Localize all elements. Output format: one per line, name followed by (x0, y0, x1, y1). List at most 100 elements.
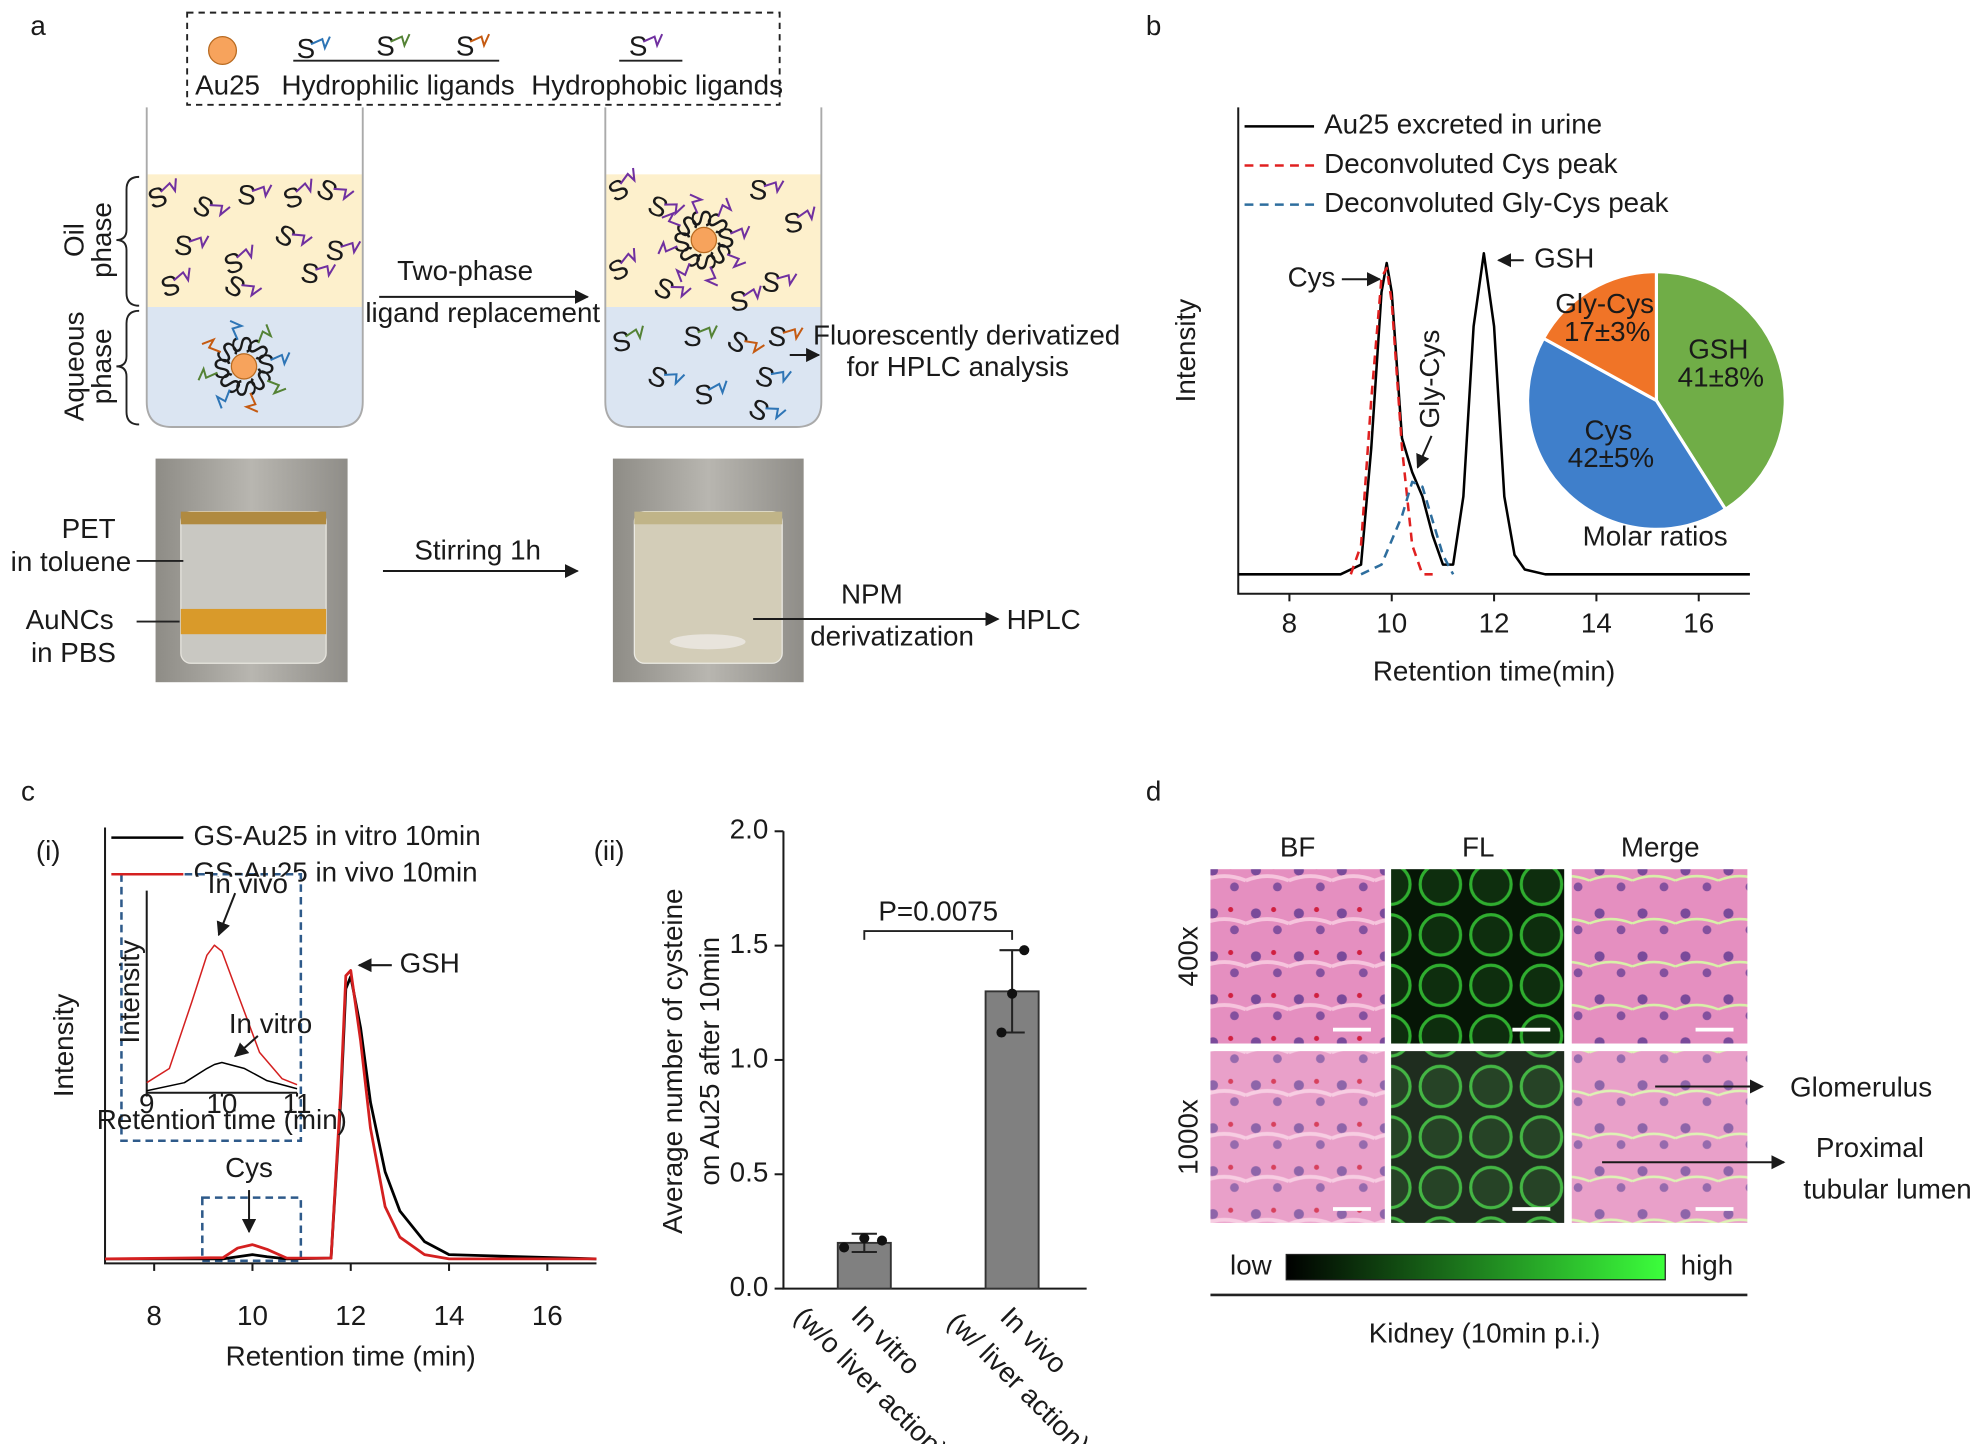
label: Kidney (10min p.i.) (1369, 1318, 1601, 1349)
ligand: S (610, 325, 644, 359)
ligand: S (236, 179, 273, 211)
ligand-chain (642, 33, 664, 49)
brace (116, 309, 140, 426)
ligand-chain (796, 206, 816, 222)
x-tick-label: 10 (237, 1300, 268, 1331)
au25-core (690, 226, 718, 254)
brace (116, 175, 140, 307)
data-point (1019, 945, 1030, 956)
y-axis-label: on Au25 after 10min (694, 937, 725, 1186)
ligand-chain (782, 327, 804, 342)
ligand-symbol: S (173, 229, 194, 261)
ligand-chain (257, 324, 273, 344)
ligand-chain (251, 184, 273, 199)
slice-value: 41±8% (1678, 361, 1764, 392)
ligand-chain (707, 380, 728, 396)
x-axis-label: Retention time (min) (97, 1104, 347, 1135)
x-tick-label: 11 (283, 1088, 312, 1119)
label: HPLC (1007, 604, 1081, 635)
label: in toluene (11, 546, 132, 577)
label: derivatization (810, 620, 974, 651)
ligand-chain (159, 178, 177, 194)
ligand-symbol: S (226, 336, 257, 355)
x-tick-label: 12 (335, 1300, 366, 1331)
ligand: S (231, 379, 262, 413)
label: PET (62, 513, 116, 544)
ligand-chain (661, 211, 681, 227)
ligand-chain (390, 33, 411, 49)
ligand-chain (619, 167, 636, 185)
ligand: S (297, 33, 331, 64)
legend-label: GS-Au25 in vitro 10min (193, 820, 480, 851)
y-axis-label: Intensity (48, 994, 79, 1098)
label: Au25 (195, 70, 260, 101)
label: Fluorescently derivatized (813, 320, 1120, 351)
x-tick-label: 16 (1683, 608, 1714, 639)
y-tick-label: 1.5 (730, 928, 769, 959)
ligand: S (299, 257, 337, 290)
ligand: S (324, 234, 362, 267)
ligand-symbol: S (683, 321, 703, 353)
slice-label: GSH (1688, 334, 1748, 365)
ligand-symbol: S (673, 227, 692, 258)
colorbar (1285, 1253, 1666, 1281)
ligand-symbol: S (456, 30, 475, 61)
label: Oil (58, 223, 89, 257)
zoom-box (201, 1196, 303, 1263)
ligand-symbol: S (716, 222, 735, 253)
ligand-chain (340, 240, 362, 256)
x-tick-label: 12 (1479, 608, 1510, 639)
series-line (146, 944, 298, 1086)
ligand: S (456, 30, 491, 61)
ligand-chain (697, 325, 718, 340)
arrow (234, 1035, 259, 1058)
y-axis-label: Intensity (114, 940, 145, 1044)
x-tick-label: 14 (434, 1300, 465, 1331)
ligand: S (256, 349, 291, 380)
y-tick-label: 0.5 (730, 1157, 769, 1188)
label: high (1681, 1249, 1734, 1280)
ligand: S (683, 321, 718, 353)
annotation: GSH (1534, 243, 1594, 274)
data-point (859, 1233, 870, 1244)
x-tick-label: 9 (139, 1088, 154, 1119)
ligand-symbol: S (610, 325, 634, 359)
photo-right (612, 458, 804, 683)
x-tick-label: 16 (532, 1300, 563, 1331)
x-tick-label: 14 (1581, 608, 1612, 639)
ligand-symbol: S (727, 284, 750, 318)
data-point (876, 1235, 888, 1246)
data-point (1007, 988, 1018, 999)
ligand: S (748, 173, 785, 206)
annotation: Cys (1288, 262, 1336, 293)
column-label: FL (1462, 831, 1494, 862)
ligand-chain (675, 262, 691, 283)
label: phase (86, 202, 117, 278)
ligand-chain (209, 204, 231, 218)
ligand-chain (657, 239, 678, 255)
ligand-chain (173, 267, 191, 283)
arrow (216, 892, 237, 937)
photo-left (155, 458, 348, 683)
annotation: In vitro (229, 1008, 312, 1039)
ligand-chain (664, 203, 686, 217)
label: NPM (841, 579, 903, 610)
ligand: S (691, 252, 722, 287)
annotation: Cys (225, 1152, 273, 1183)
slice-label: Gly-Cys (1555, 288, 1654, 319)
series-line (146, 1061, 298, 1092)
axis (104, 827, 597, 1265)
ligand-chain (243, 392, 259, 413)
ligand-chain (770, 370, 792, 384)
ligand-symbol: S (686, 209, 717, 228)
axis (1237, 107, 1750, 595)
label: Aqueous (58, 312, 89, 422)
ligand-symbol: S (299, 257, 321, 290)
label: for HPLC analysis (847, 351, 1069, 382)
bar (984, 990, 1040, 1290)
ligand-chain (188, 235, 210, 250)
inset-bg (123, 876, 299, 1139)
label: phase (86, 329, 117, 405)
ligand: S (657, 227, 692, 258)
